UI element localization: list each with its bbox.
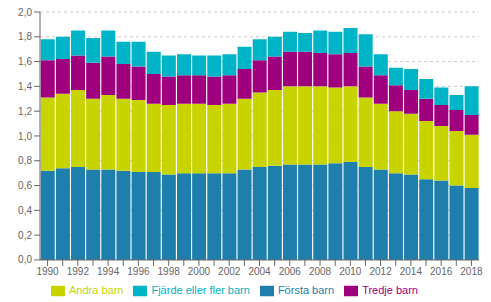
svg-text:2002: 2002	[218, 266, 241, 277]
svg-text:2004: 2004	[248, 266, 271, 277]
svg-text:2018: 2018	[460, 266, 483, 277]
svg-text:1996: 1996	[127, 266, 150, 277]
svg-text:1992: 1992	[67, 266, 90, 277]
html-text:Tredje barn: Tredje barn	[362, 283, 418, 296]
svg-text:1,8: 1,8	[18, 31, 32, 42]
svg-text:2,0: 2,0	[18, 7, 32, 18]
svg-text:2016: 2016	[430, 266, 453, 277]
svg-text:1994: 1994	[97, 266, 120, 277]
html-text:Andra barn: Andra barn	[69, 283, 124, 296]
svg-text:0,2: 0,2	[18, 230, 32, 241]
svg-text:2010: 2010	[339, 266, 362, 277]
svg-text:1,0: 1,0	[18, 131, 32, 142]
svg-text:1,2: 1,2	[18, 106, 32, 117]
svg-text:0,4: 0,4	[18, 205, 32, 216]
svg-text:1,4: 1,4	[18, 81, 32, 92]
svg-text:1,6: 1,6	[18, 56, 32, 67]
svg-text:2008: 2008	[309, 266, 332, 277]
svg-text:2000: 2000	[188, 266, 211, 277]
svg-text:0,6: 0,6	[18, 180, 32, 191]
html-text:Fjärde eller fler barn: Fjärde eller fler barn	[151, 283, 250, 296]
svg-text:2014: 2014	[400, 266, 423, 277]
svg-text:1998: 1998	[158, 266, 181, 277]
svg-text:1990: 1990	[36, 266, 59, 277]
html-text:Första barn: Första barn	[277, 283, 335, 296]
svg-text:2012: 2012	[369, 266, 392, 277]
svg-text:2006: 2006	[279, 266, 302, 277]
svg-text:0,8: 0,8	[18, 155, 32, 166]
svg-text:0,0: 0,0	[18, 254, 32, 265]
